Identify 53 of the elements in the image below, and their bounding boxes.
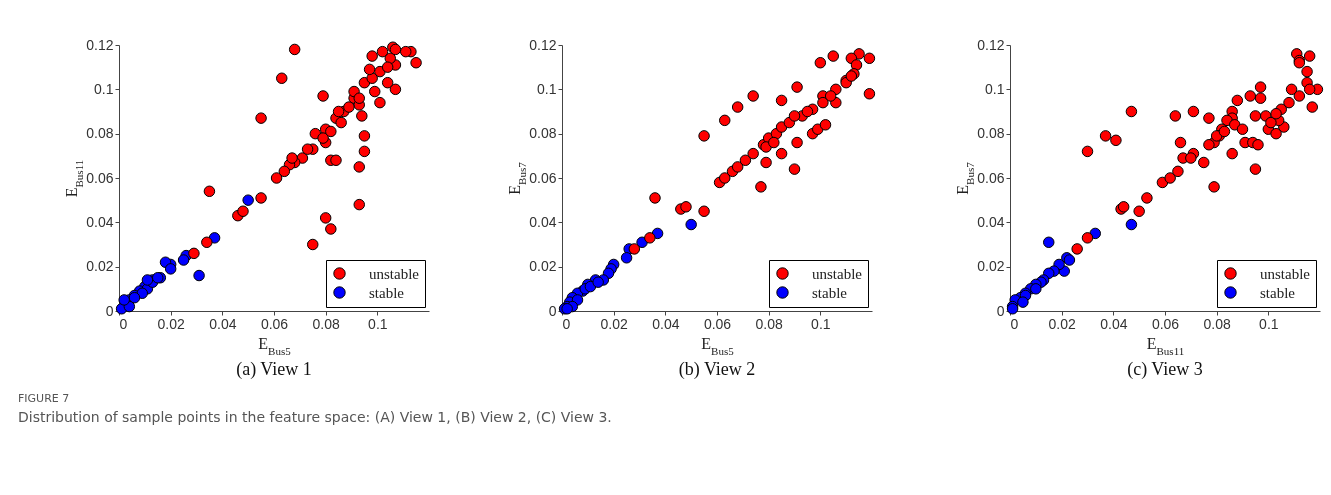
text: (b) View 2 — [678, 359, 756, 380]
y-tick-label: 0.02 — [86, 258, 114, 275]
y-tick-label: 0.06 — [86, 169, 114, 186]
y-tick-label: 0.06 — [977, 169, 1005, 186]
x-axis-title: E$_{Bus11}$ — [1146, 334, 1185, 357]
x-tick-label: 0.08 — [1203, 315, 1231, 332]
x-tick-label: 0.04 — [209, 315, 237, 332]
x-tick-label: 0.1 — [1259, 315, 1279, 332]
x-axis-title: E$_{Bus5}$ — [701, 334, 735, 357]
x-tick-label: 0.02 — [1048, 315, 1076, 332]
y-tick-label: 0.02 — [977, 258, 1005, 275]
caption: FIGURE 7 — [18, 392, 71, 405]
y-tick-label: 0.1 — [537, 80, 557, 97]
y-tick-label: 0.06 — [529, 169, 557, 186]
y-tick-label: 0 — [548, 302, 557, 319]
legend-label: unstable — [369, 265, 420, 282]
text: (a) View 1 — [236, 359, 312, 380]
y-tick-label: 0.04 — [977, 213, 1005, 230]
text: (c) View 3 — [1127, 359, 1203, 380]
legend-label: stable — [1260, 284, 1296, 301]
y-tick-label: 0.1 — [94, 80, 114, 97]
y-tick-label: 0.12 — [86, 36, 114, 53]
x-tick-label: 0.1 — [811, 315, 831, 332]
y-tick-label: 0 — [105, 302, 114, 319]
x-tick-label: 0.04 — [1100, 315, 1128, 332]
x-tick-label: 0.06 — [260, 315, 289, 332]
x-tick-label: 0.06 — [703, 315, 732, 332]
legend-label: unstable — [812, 265, 863, 282]
text: Distribution of sample points in the feature space: (A) View 1, (B) View 2, (C) View 3. — [18, 409, 613, 425]
x-tick-label: 0 — [1010, 315, 1019, 332]
x-tick-label: 0.08 — [312, 315, 340, 332]
y-tick-label: 0.08 — [86, 125, 114, 142]
legend-label: stable — [369, 284, 405, 301]
y-tick-label: 0.04 — [86, 213, 114, 230]
x-tick-label: 0 — [119, 315, 128, 332]
y-tick-label: 0 — [996, 302, 1005, 319]
legend-label: unstable — [1260, 265, 1311, 282]
x-tick-label: 0.04 — [652, 315, 680, 332]
y-tick-label: 0.08 — [529, 125, 557, 142]
y-tick-label: 0.02 — [529, 258, 557, 275]
x-tick-label: 0.06 — [1151, 315, 1180, 332]
y-tick-label: 0.04 — [529, 213, 557, 230]
x-tick-label: 0.02 — [157, 315, 185, 332]
x-tick-label: 0.08 — [755, 315, 783, 332]
y-tick-label: 0.12 — [977, 36, 1005, 53]
x-tick-label: 0.1 — [368, 315, 388, 332]
y-tick-label: 0.08 — [977, 125, 1005, 142]
y-tick-label: 0.1 — [985, 80, 1005, 97]
x-axis-title: E$_{Bus5}$ — [258, 334, 292, 357]
x-tick-label: 0.02 — [600, 315, 628, 332]
x-tick-label: 0 — [562, 315, 571, 332]
legend-label: stable — [812, 284, 848, 301]
y-tick-label: 0.12 — [529, 36, 557, 53]
